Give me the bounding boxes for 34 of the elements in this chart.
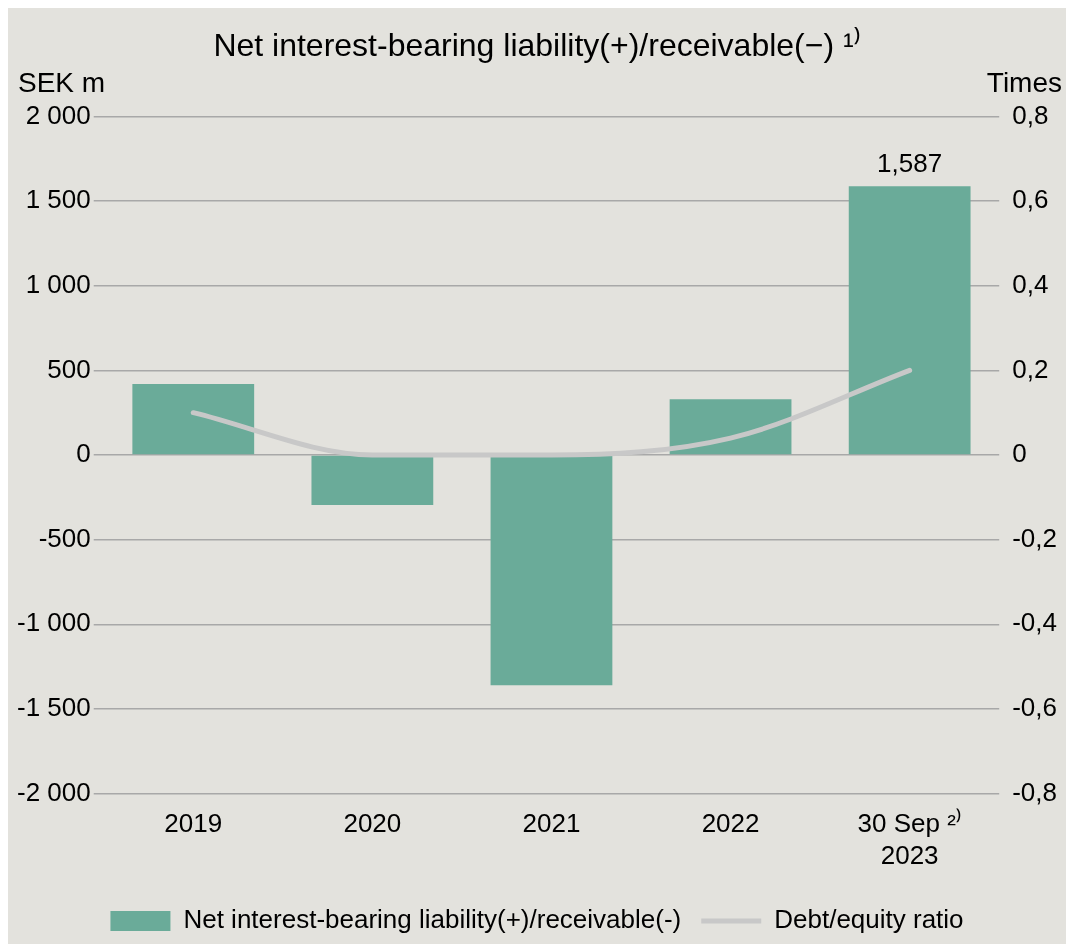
y-tick-label: -1 500 <box>16 692 91 723</box>
y-tick-label: -1 000 <box>16 607 91 638</box>
y2-tick-label: 0 <box>1012 438 1027 469</box>
y2-tick-label: 0,4 <box>1012 268 1049 299</box>
data-label: 1,587 <box>877 148 943 179</box>
y-tick-label: -2 000 <box>16 776 91 807</box>
x-tick-label: 2019 <box>164 808 223 839</box>
chart-title: Net interest-bearing liability(+)/receivable(−) ¹⁾ <box>213 26 861 64</box>
bar <box>490 455 613 686</box>
y-axis-title: SEK m <box>18 67 106 99</box>
x-tick-label: 2020 <box>343 808 402 839</box>
x-tick-label: 30 Sep ²⁾ 2023 <box>857 808 962 870</box>
x-tick-label: 2021 <box>522 808 581 839</box>
y-tick-label: 500 <box>47 353 91 384</box>
y2-axis-title: Times <box>986 67 1062 99</box>
bar <box>848 186 971 455</box>
y2-tick-label: -0,2 <box>1012 522 1058 553</box>
y2-tick-label: -0,4 <box>1012 607 1058 638</box>
x-tick-label: 2022 <box>701 808 760 839</box>
y-tick-label: 1 500 <box>25 184 91 215</box>
y2-tick-label: -0,8 <box>1012 776 1058 807</box>
bar <box>311 455 434 505</box>
y2-tick-label: 0,2 <box>1012 353 1049 384</box>
bar <box>669 399 792 455</box>
y2-tick-label: 0,6 <box>1012 184 1049 215</box>
legend-label: Net interest-bearing liability(+)/receivable(-) <box>183 904 682 935</box>
y-tick-label: 1 000 <box>25 268 91 299</box>
y2-tick-label: -0,6 <box>1012 692 1058 723</box>
y-tick-label: 0 <box>76 438 91 469</box>
bar <box>132 383 255 455</box>
y-tick-label: -500 <box>38 522 91 553</box>
y2-tick-label: 0,8 <box>1012 99 1049 130</box>
y-tick-label: 2 000 <box>25 99 91 130</box>
legend-label: Debt/equity ratio <box>774 904 964 935</box>
